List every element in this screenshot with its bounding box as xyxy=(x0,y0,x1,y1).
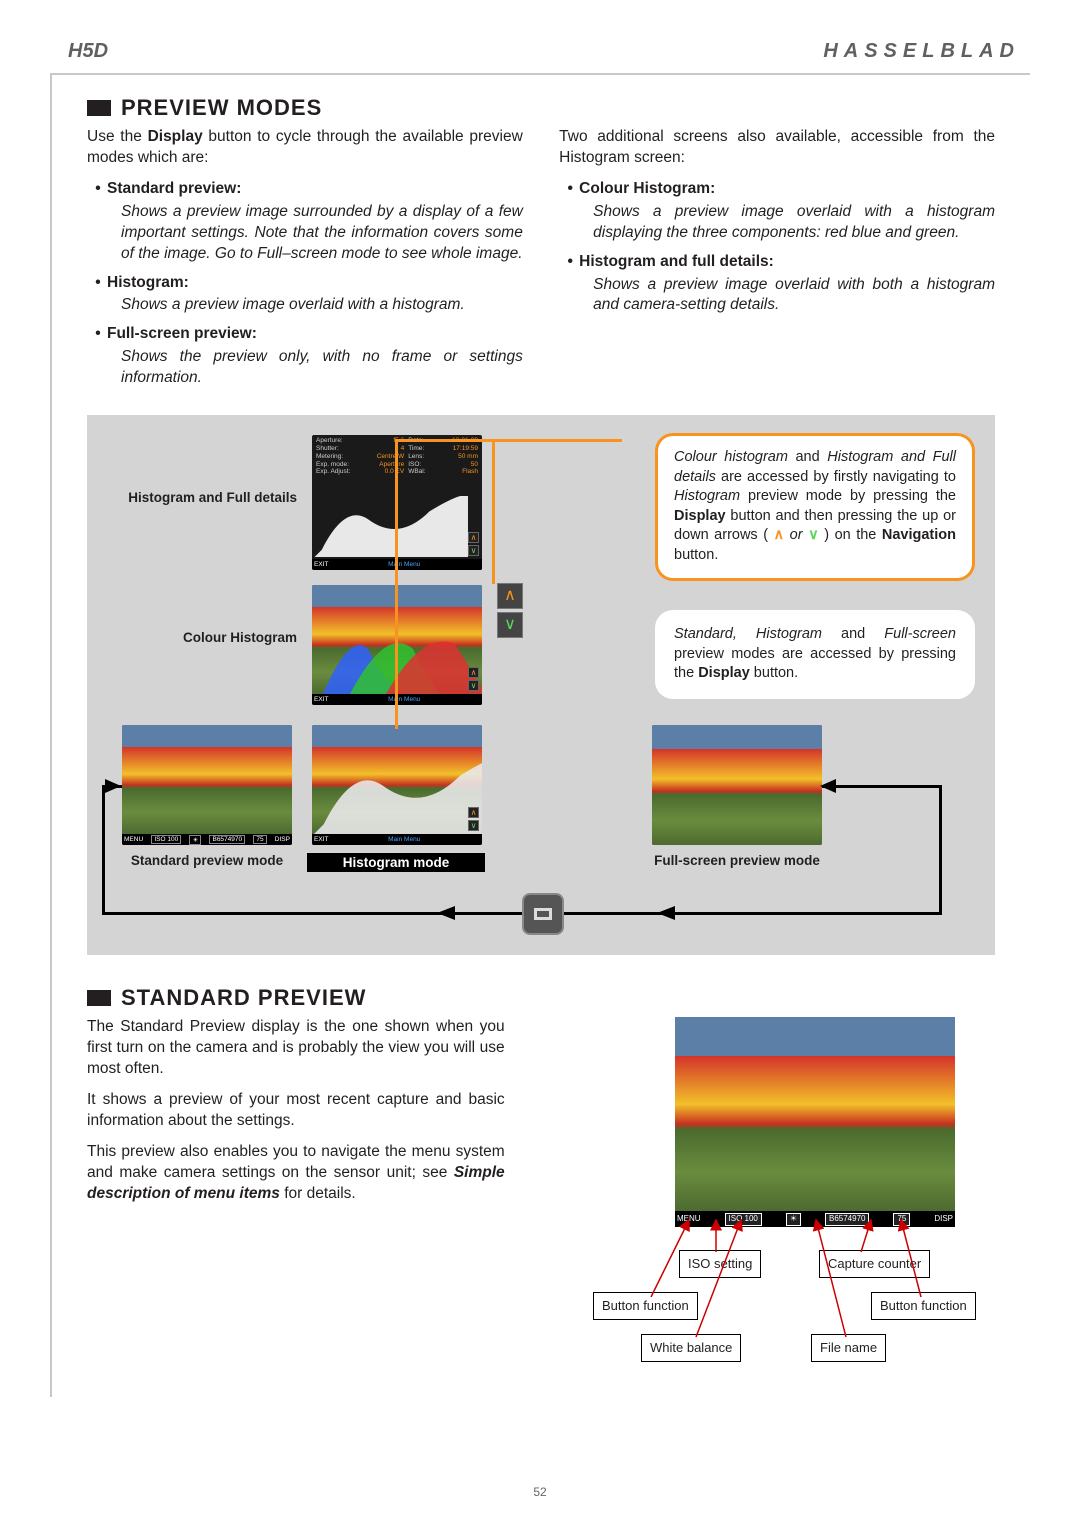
diagram-panel: Colour histogram and Histogram and Full … xyxy=(87,415,995,955)
section-heading-text: STANDARD PREVIEW xyxy=(121,985,366,1011)
standard-preview-p1: The Standard Preview display is the one … xyxy=(87,1017,505,1080)
screen-fullscreen-preview xyxy=(652,725,822,845)
bullet-title: Histogram: xyxy=(107,274,189,291)
bullet-desc: Shows a preview image overlaid with a hi… xyxy=(593,202,995,244)
left-bullet-list: Standard preview: Shows a preview image … xyxy=(87,179,523,389)
bullet-histogram-full-details: Histogram and full details: Shows a prev… xyxy=(577,252,995,317)
bullet-title: Standard preview: xyxy=(107,180,241,197)
section-heading-preview-modes: PREVIEW MODES xyxy=(87,95,995,121)
standard-preview-p2: It shows a preview of your most recent c… xyxy=(87,1090,505,1132)
anno-capture-counter: Capture counter xyxy=(819,1250,930,1278)
brand-logo: HASSELBLAD xyxy=(823,40,1020,63)
section-heading-text: PREVIEW MODES xyxy=(121,95,322,121)
nav-arrows-icon: ∧ ∨ xyxy=(497,583,523,641)
bullet-title: Histogram and full details: xyxy=(579,253,774,270)
callout-white: Standard, Histogram and Full-screen prev… xyxy=(655,610,975,699)
bullet-histogram: Histogram: Shows a preview image overlai… xyxy=(105,273,523,317)
label-histogram-mode: Histogram mode xyxy=(307,853,485,872)
intro-right: Two additional screens also available, a… xyxy=(559,127,995,169)
page-number: 52 xyxy=(0,1485,1080,1499)
section-heading-standard-preview: STANDARD PREVIEW xyxy=(87,985,995,1011)
anno-iso-setting: ISO setting xyxy=(679,1250,761,1278)
callout-orange: Colour histogram and Histogram and Full … xyxy=(655,433,975,580)
model-logo: H5D xyxy=(68,40,108,63)
anno-white-balance: White balance xyxy=(641,1334,741,1362)
bullet-desc: Shows the preview only, with no frame or… xyxy=(121,347,523,389)
screen-histogram-mode: ∧∨ EXITMain Menu xyxy=(312,725,482,845)
anno-button-function-right: Button function xyxy=(871,1292,976,1320)
bullet-colour-histogram: Colour Histogram: Shows a preview image … xyxy=(577,179,995,244)
bullet-standard-preview: Standard preview: Shows a preview image … xyxy=(105,179,523,265)
anno-file-name: File name xyxy=(811,1334,886,1362)
standard-preview-p3: This preview also enables you to navigat… xyxy=(87,1142,505,1205)
anno-button-function-left: Button function xyxy=(593,1292,698,1320)
bullet-desc: Shows a preview image overlaid with both… xyxy=(593,275,995,317)
display-button-icon xyxy=(522,893,564,935)
right-bullet-list: Colour Histogram: Shows a preview image … xyxy=(559,179,995,317)
intro-left: Use the Display button to cycle through … xyxy=(87,127,523,169)
label-fullscreen-preview-mode: Full-screen preview mode xyxy=(647,853,827,868)
bullet-title: Full-screen preview: xyxy=(107,325,257,342)
bullet-desc: Shows a preview image surrounded by a di… xyxy=(121,202,523,265)
bullet-desc: Shows a preview image overlaid with a hi… xyxy=(121,295,523,316)
label-colour-histogram: Colour Histogram xyxy=(117,630,297,645)
screen-standard-preview: MENU ISO 100 ☀ B6574970 75 DISP xyxy=(122,725,292,845)
label-standard-preview-mode: Standard preview mode xyxy=(117,853,297,868)
label-histogram-full-details: Histogram and Full details xyxy=(117,490,297,505)
bullet-fullscreen: Full-screen preview: Shows the preview o… xyxy=(105,324,523,389)
bullet-title: Colour Histogram: xyxy=(579,180,715,197)
standard-preview-large-thumb: MENU ISO 100 ☀ B6574970 75 DISP xyxy=(675,1017,955,1227)
